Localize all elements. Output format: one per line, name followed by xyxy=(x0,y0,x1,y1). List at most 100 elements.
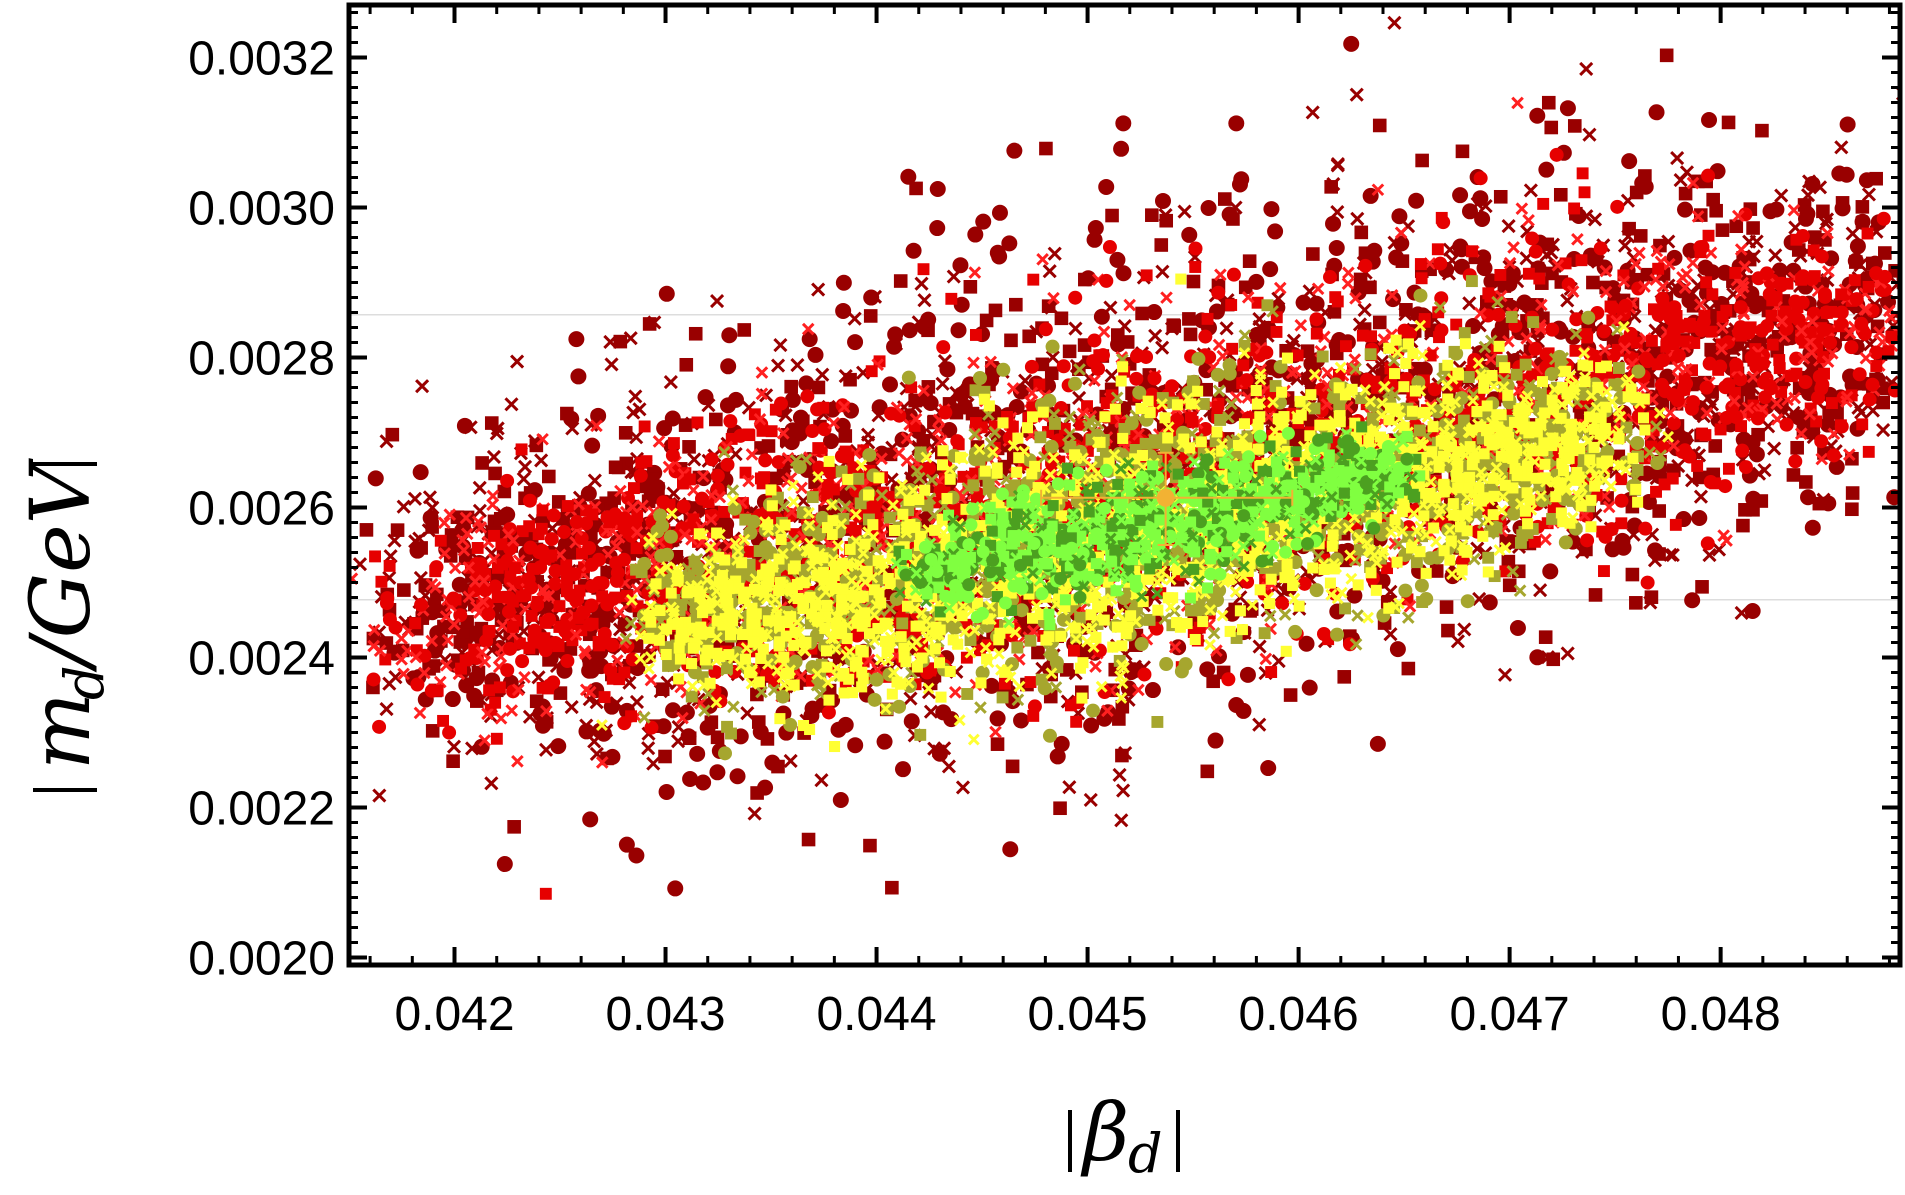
scatter-point-0 xyxy=(1452,187,1469,204)
scatter-point-1 xyxy=(1788,294,1803,309)
scatter-point-0 xyxy=(1622,221,1636,236)
scatter-point-1 xyxy=(1706,288,1719,301)
scatter-point-1 xyxy=(1848,274,1861,287)
scatter-point-0 xyxy=(1062,780,1077,795)
scatter-point-1 xyxy=(1669,518,1682,531)
scatter-point-0 xyxy=(426,659,441,673)
scatter-point-0 xyxy=(1748,446,1765,463)
scatter-point-1 xyxy=(1826,448,1841,463)
scatter-point-0 xyxy=(1648,104,1665,121)
scatter-point-1 xyxy=(1102,240,1117,255)
scatter-point-1 xyxy=(508,562,521,575)
scatter-point-0 xyxy=(729,768,746,785)
scatter-point-0 xyxy=(1854,405,1869,420)
scatter-point-0 xyxy=(1474,210,1491,227)
scatter-point-0 xyxy=(863,289,880,306)
scatter-point-1 xyxy=(1738,460,1753,475)
scatter-point-0 xyxy=(1206,674,1220,689)
scatter-point-1 xyxy=(507,620,519,633)
scatter-point-0 xyxy=(863,309,878,323)
scatter-point-0 xyxy=(811,282,826,297)
scatter-point-0 xyxy=(1839,116,1856,133)
scatter-point-1 xyxy=(1433,256,1448,271)
scatter-point-0 xyxy=(1516,294,1533,311)
scatter-point-0 xyxy=(1415,153,1429,168)
scatter-point-1 xyxy=(1648,303,1660,316)
scatter-point-1 xyxy=(627,482,640,495)
scatter-point-1 xyxy=(1652,262,1665,275)
scatter-point-0 xyxy=(929,220,946,237)
scatter-point-0 xyxy=(950,322,967,339)
scatter-point-0 xyxy=(1354,225,1369,240)
scatter-point-0 xyxy=(1501,554,1516,569)
scatter-point-1 xyxy=(522,493,537,508)
scatter-point-0 xyxy=(637,479,652,494)
scatter-point-1 xyxy=(1861,227,1874,240)
scatter-point-0 xyxy=(952,257,969,274)
scatter-point-1 xyxy=(710,468,725,483)
scatter-point-0 xyxy=(466,687,483,704)
scatter-point-1 xyxy=(569,515,584,530)
scatter-point-1 xyxy=(969,417,982,429)
scatter-point-1 xyxy=(414,597,429,612)
scatter-point-1 xyxy=(1876,211,1891,226)
scatter-point-1 xyxy=(821,705,836,720)
scatter-point-0 xyxy=(680,728,697,745)
scatter-point-1 xyxy=(1099,273,1114,288)
scatter-point-0 xyxy=(1182,312,1196,326)
scatter-point-1 xyxy=(1844,340,1859,355)
scatter-point-1 xyxy=(1466,245,1478,258)
scatter-point-1 xyxy=(1862,392,1877,407)
scatter-point-0 xyxy=(1049,748,1066,765)
scatter-point-1 xyxy=(1189,261,1202,273)
scatter-point-1 xyxy=(1610,199,1625,214)
scatter-point-1 xyxy=(884,406,899,421)
scatter-points xyxy=(349,15,1900,900)
scatter-point-1 xyxy=(496,558,509,571)
scatter-point-0 xyxy=(1542,563,1559,580)
scatter-point-1 xyxy=(1198,329,1213,344)
scatter-point-0 xyxy=(1536,311,1550,326)
scatter-point-0 xyxy=(1655,396,1670,410)
scatter-point-1 xyxy=(800,389,815,404)
scatter-point-1 xyxy=(1331,295,1344,308)
scatter-point-0 xyxy=(882,376,899,393)
scatter-point-1 xyxy=(1666,388,1681,403)
scatter-point-0 xyxy=(876,733,893,750)
scatter-point-1 xyxy=(704,452,719,467)
scatter-point-0 xyxy=(941,759,956,774)
scatter-point-0 xyxy=(991,204,1008,221)
scatter-point-0 xyxy=(534,453,549,468)
scatter-point-0 xyxy=(603,334,618,350)
scatter-point-1 xyxy=(1720,304,1733,317)
scatter-point-0 xyxy=(472,480,487,495)
scatter-point-0 xyxy=(1001,235,1018,252)
scatter-point-0 xyxy=(1588,588,1603,602)
scatter-point-0 xyxy=(565,421,580,436)
scatter-point-1 xyxy=(1188,241,1203,256)
scatter-point-1 xyxy=(1211,285,1226,300)
scatter-point-0 xyxy=(847,737,864,754)
scatter-point-0 xyxy=(1853,258,1868,273)
scatter-point-0 xyxy=(920,311,937,328)
scatter-point-1 xyxy=(1027,709,1040,722)
scatter-point-0 xyxy=(628,847,645,864)
scatter-point-0 xyxy=(568,331,585,348)
scatter-point-1 xyxy=(459,654,472,667)
scatter-point-0 xyxy=(407,491,423,506)
scatter-point-1 xyxy=(1755,356,1770,371)
scatter-point-0 xyxy=(1736,518,1750,533)
scatter-point-0 xyxy=(1324,180,1338,194)
scatter-point-0 xyxy=(757,779,774,796)
scatter-point-0 xyxy=(379,701,394,717)
scatter-point-0 xyxy=(1453,241,1470,258)
scatter-point-1 xyxy=(1578,186,1591,199)
scatter-point-0 xyxy=(1200,199,1217,216)
scatter-point-0 xyxy=(1231,176,1248,193)
scatter-point-0 xyxy=(699,719,716,736)
scatter-point-0 xyxy=(1799,205,1816,222)
scatter-point-0 xyxy=(1059,663,1074,677)
scatter-point-0 xyxy=(424,604,441,621)
scatter-point-0 xyxy=(687,452,702,467)
scatter-point-0 xyxy=(1849,238,1866,255)
